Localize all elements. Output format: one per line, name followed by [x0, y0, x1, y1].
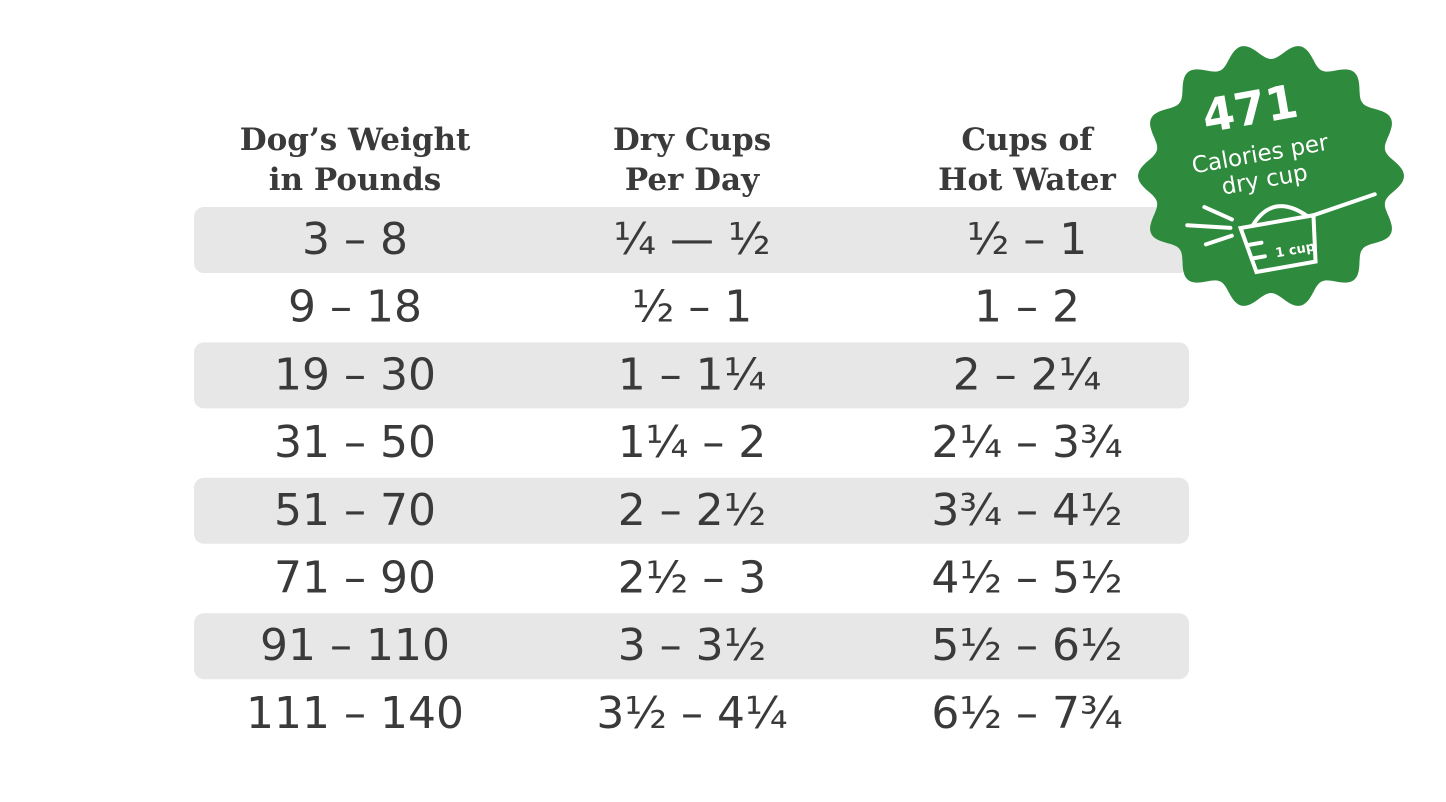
column-header: Cups of [961, 122, 1094, 158]
table-cell: 2 – 2½ [618, 485, 767, 536]
row-band [194, 207, 1189, 273]
column-header: Per Day [625, 162, 760, 198]
table-cell: 3½ – 4¼ [596, 688, 787, 739]
table-cell: ½ – 1 [632, 282, 753, 333]
table-cell: 2¼ – 3¾ [931, 417, 1122, 468]
table-cell: 91 – 110 [260, 620, 450, 671]
table-cell: 3 – 3½ [618, 620, 767, 671]
table-cell: ½ – 1 [967, 214, 1088, 265]
table-cell: 4½ – 5½ [931, 553, 1122, 604]
cup-icon [1185, 192, 1377, 275]
cup-label: 1 cup [1274, 240, 1316, 262]
row-band [194, 342, 1189, 409]
table-cell: 1 – 2 [974, 282, 1080, 333]
table-cell: 6½ – 7¾ [931, 688, 1122, 739]
calorie-badge: 471 Calories per dry cup 1 cup [1138, 46, 1404, 306]
column-header: Dry Cups [613, 122, 771, 158]
table-cell: 9 – 18 [288, 282, 422, 333]
table-cell: ¼ — ½ [613, 214, 770, 265]
table-cell: 111 – 140 [246, 688, 464, 739]
badge-shape [1138, 46, 1404, 306]
table-cell: 5½ – 6½ [931, 620, 1122, 671]
feeding-table: Dog’s Weight in Pounds Dry Cups Per Day Cups… [194, 122, 1189, 739]
table-cell: 31 – 50 [274, 417, 436, 468]
column-header: Hot Water [938, 162, 1116, 198]
table-cell: 3 – 8 [302, 214, 408, 265]
table-cell: 2 – 2¼ [953, 349, 1102, 400]
table-cell: 51 – 70 [274, 485, 436, 536]
row-band [194, 477, 1189, 544]
table-cell: 2½ – 3 [618, 553, 767, 604]
column-header: Dog’s Weight [240, 122, 471, 158]
table-cell: 71 – 90 [274, 553, 436, 604]
row-band [194, 613, 1189, 680]
table-cell: 19 – 30 [274, 349, 436, 400]
table-cell: 3¾ – 4½ [931, 485, 1122, 536]
table-cell: 1 – 1¼ [618, 349, 767, 400]
table-cell: 1¼ – 2 [618, 417, 767, 468]
column-header: in Pounds [269, 162, 441, 198]
